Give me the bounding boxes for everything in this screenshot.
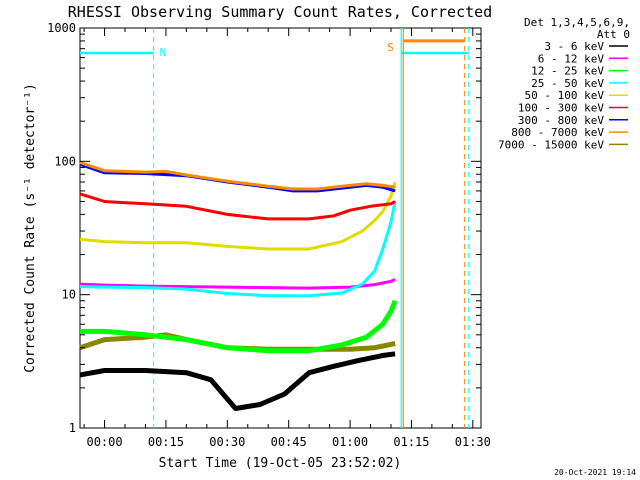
y-tick-label: 1000	[47, 21, 76, 35]
series-line	[79, 181, 397, 251]
x-tick-label: 00:30	[209, 435, 245, 449]
legend-header-1: Det 1,3,4,5,6,9,	[524, 16, 630, 29]
y-tick-label: 10	[62, 288, 76, 302]
x-tick-label: 00:15	[148, 435, 184, 449]
x-tick-label: 00:00	[86, 435, 122, 449]
series-line	[79, 161, 396, 191]
y-tick-label: 100	[54, 154, 76, 168]
legend-label: 25 - 50 keV	[531, 77, 604, 90]
plot-frame	[79, 27, 482, 429]
legend-label: 800 - 7000 keV	[511, 126, 604, 139]
x-tick-label: 00:45	[271, 435, 307, 449]
series-layer	[79, 39, 465, 411]
y-axis-label: Corrected Count Rate (s⁻¹ detector⁻¹)	[23, 83, 38, 373]
saa-label: S	[387, 41, 394, 54]
legend-label: 6 - 12 keV	[538, 52, 605, 65]
legend-label: 7000 - 15000 keV	[498, 138, 604, 151]
legend-label: 100 - 300 keV	[518, 102, 604, 115]
series-line	[79, 351, 396, 411]
x-tick-label: 01:15	[393, 435, 429, 449]
y-tick-label: 1	[69, 421, 76, 435]
series-line	[79, 192, 396, 221]
x-axis-label: Start Time (19-Oct-05 23:52:02)	[159, 456, 402, 471]
legend-header-2: Att 0	[597, 28, 630, 41]
chart-title: RHESSI Observing Summary Count Rates, Co…	[68, 3, 492, 21]
x-tick-label: 01:30	[455, 435, 491, 449]
x-axis-ticks: 00:00 00:15 00:30 00:45 01:00 01:15 01:30	[83, 28, 491, 449]
series-line	[79, 201, 397, 298]
x-tick-label: 01:00	[332, 435, 368, 449]
y-axis-ticks: 1 10 100 1000	[47, 21, 481, 435]
legend-label: 300 - 800 keV	[518, 114, 604, 127]
night-label: N	[160, 46, 167, 59]
series-line	[80, 299, 398, 354]
legend-label: 12 - 25 keV	[531, 65, 604, 78]
legend-label: 3 - 6 keV	[544, 40, 604, 53]
series-line	[79, 278, 396, 290]
legend-label: 50 - 100 keV	[525, 89, 605, 102]
footer-date: 20-Oct-2021 19:14	[554, 468, 636, 477]
